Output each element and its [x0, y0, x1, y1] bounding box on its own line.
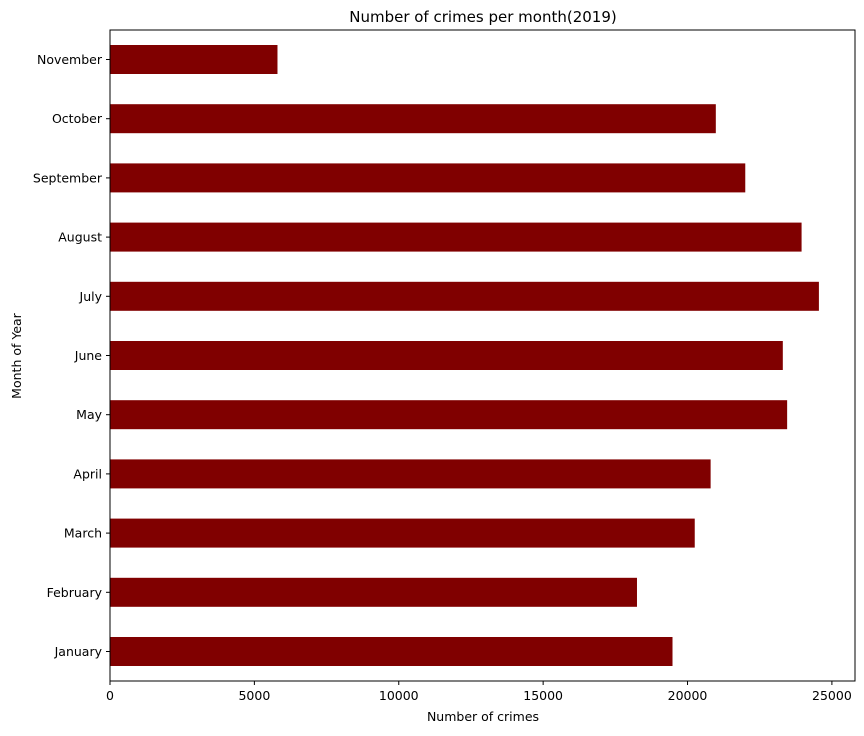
y-tick-label: February [47, 585, 103, 600]
plot-frame [109, 29, 856, 682]
x-axis-ticks: 0 5000 10000 15000 20000 25000 [106, 681, 852, 703]
x-axis-label: Number of crimes [427, 709, 539, 724]
bar-august [110, 222, 802, 252]
bar-june [110, 341, 783, 370]
y-tick-label: July [79, 289, 103, 304]
y-tick-label: November [37, 52, 103, 67]
x-tick-label: 25000 [812, 688, 852, 703]
bar-march [110, 518, 695, 548]
x-tick-label: 0 [106, 688, 114, 703]
bar-april [110, 459, 711, 489]
bar-february [110, 577, 637, 607]
x-tick-label: 20000 [668, 688, 708, 703]
x-tick-label: 15000 [523, 688, 563, 703]
bar-january [110, 637, 673, 666]
bar-november [110, 45, 278, 74]
bar-september [110, 163, 746, 193]
bar-may [110, 400, 788, 430]
y-tick-label: March [64, 526, 102, 541]
y-axis-ticks: January February March April May June July Augu… [33, 52, 110, 659]
y-tick-label: May [76, 407, 102, 422]
y-axis-label: Month of Year [9, 312, 24, 398]
y-tick-label: June [74, 348, 103, 363]
y-tick-label: August [58, 230, 102, 245]
x-tick-label: 5000 [238, 688, 270, 703]
y-tick-label: January [54, 644, 103, 659]
y-tick-label: April [73, 466, 102, 481]
bar-october [110, 104, 716, 134]
chart-title: Number of crimes per month(2019) [349, 8, 617, 26]
x-tick-label: 10000 [379, 688, 419, 703]
y-tick-label: September [33, 170, 103, 185]
bars-group [110, 45, 819, 666]
bar-july [110, 281, 819, 311]
y-tick-label: October [52, 111, 103, 126]
